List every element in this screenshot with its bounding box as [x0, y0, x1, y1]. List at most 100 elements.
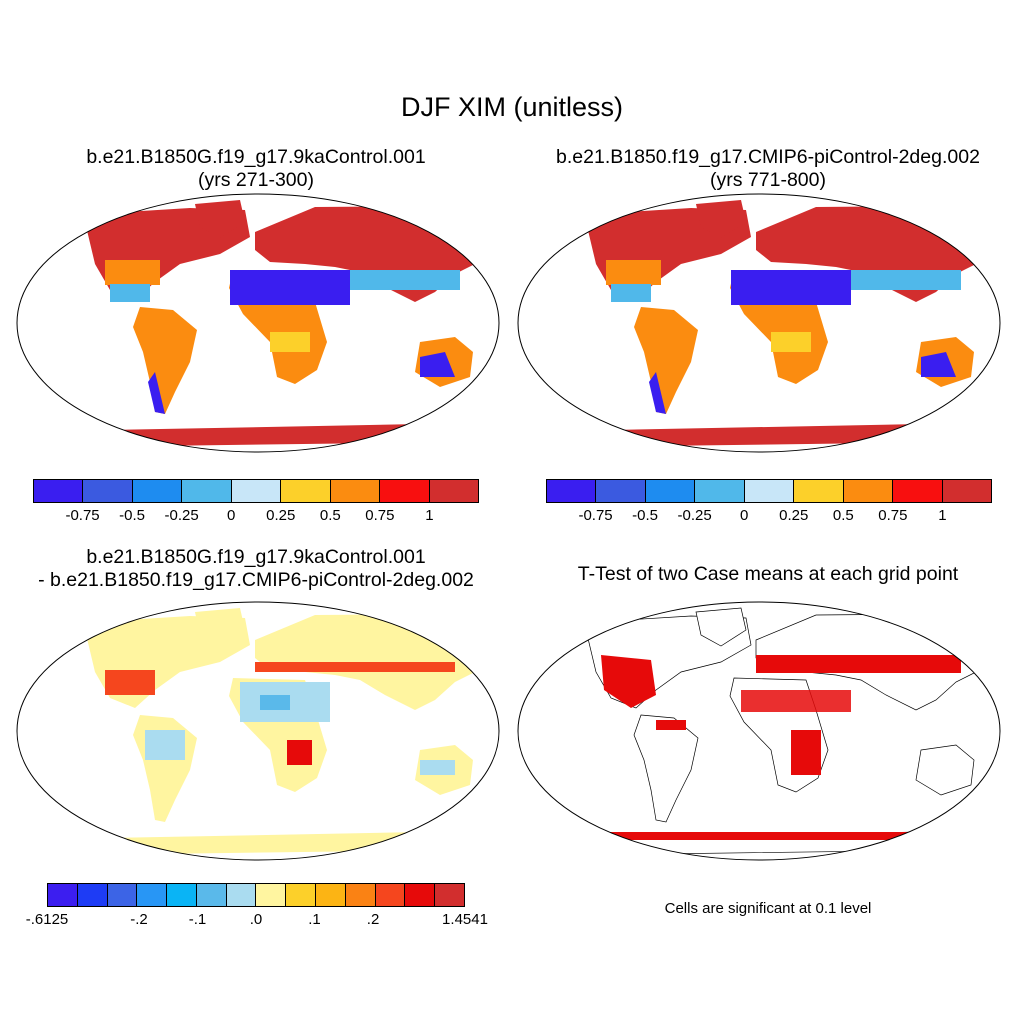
- region-greenland: [696, 200, 746, 238]
- colorbar-tick-label: .2: [366, 911, 380, 928]
- colorbar-tick-label: -.1: [188, 911, 207, 928]
- us-diff: [105, 670, 155, 695]
- colorbar-swatch: [744, 480, 795, 502]
- colorbar-tick-label: 0.5: [319, 507, 341, 524]
- region-sa: [634, 307, 698, 414]
- panel3-title: b.e21.B1850G.f19_g17.9kaControl.001 - b.…: [0, 546, 512, 592]
- colorbar-swatch: [196, 884, 227, 906]
- signif-eastafrica: [791, 730, 821, 775]
- signif-eurasia: [756, 655, 961, 673]
- colorbar-swatch: [435, 884, 464, 906]
- colorbar-swatch: [182, 480, 232, 502]
- east-africa-diff: [287, 740, 312, 765]
- panel1-colorbar: [33, 479, 479, 503]
- colorbar-swatch: [942, 480, 991, 502]
- aus-interior: [420, 352, 455, 377]
- colorbar-swatch: [231, 480, 282, 502]
- sahara-diff-core: [260, 695, 290, 710]
- colorbar-tick-label: 0.75: [878, 507, 908, 524]
- signif-southamerica: [656, 720, 686, 730]
- panel3-colorbar: [47, 883, 465, 907]
- colorbar-tick-label: 0: [740, 507, 749, 524]
- region-antarctica: [576, 424, 961, 447]
- panel2-title-line2: (yrs 771-800): [710, 169, 826, 191]
- colorbar-swatch: [330, 480, 381, 502]
- colorbar-swatch: [83, 480, 133, 502]
- significance-note: Cells are significant at 0.1 level: [664, 900, 872, 917]
- figure-title: DJF XIM (unitless): [400, 92, 624, 122]
- colorbar-swatch: [256, 884, 287, 906]
- panel3-map: [16, 601, 500, 861]
- colorbar-tick-label: 0.25: [779, 507, 809, 524]
- region-greenland: [195, 200, 245, 238]
- colorbar-tick-label: -0.75: [65, 507, 100, 524]
- panel2-map: [517, 193, 1001, 453]
- colorbar-swatch: [281, 480, 331, 502]
- colorbar-swatch: [137, 884, 168, 906]
- colorbar-swatch: [547, 480, 597, 502]
- colorbar-tick-label: 1: [425, 507, 434, 524]
- colorbar-swatch: [107, 884, 138, 906]
- colorbar-tick-label: 0.75: [365, 507, 395, 524]
- panel4-map: [517, 601, 1001, 861]
- asia-band: [851, 270, 961, 290]
- colorbar-tick-label: .1: [308, 911, 321, 928]
- colorbar-swatch: [226, 884, 257, 906]
- colorbar-swatch: [132, 480, 183, 502]
- panel1-title: b.e21.B1850G.f19_g17.9kaControl.001 (yrs…: [0, 146, 512, 192]
- colorbar-swatch: [645, 480, 696, 502]
- panel2-colorbar: [546, 479, 992, 503]
- mexico-band: [110, 284, 150, 302]
- colorbar-swatch: [77, 884, 108, 906]
- colorbar-swatch: [380, 480, 430, 502]
- region-sa: [133, 307, 197, 414]
- panel2-colorbar-ticks: -0.75 -0.5 -0.25 0 0.25 0.5 0.75 1: [546, 507, 992, 527]
- sahara-band: [230, 270, 350, 305]
- colorbar-tick-label: -0.75: [578, 507, 613, 524]
- map-outline: [16, 193, 500, 453]
- us-band: [105, 260, 160, 285]
- aus-diff: [420, 760, 455, 775]
- colorbar-swatch: [893, 480, 943, 502]
- patagonia: [649, 372, 666, 414]
- mexico-band: [611, 284, 651, 302]
- region-antarctica: [75, 424, 460, 447]
- colorbar-tick-label: -0.5: [119, 507, 146, 524]
- colorbar-tick-label: 1: [938, 507, 947, 524]
- colorbar-tick-label: -0.25: [164, 507, 199, 524]
- signif-sahel: [741, 690, 851, 712]
- colorbar-swatch: [34, 480, 84, 502]
- colorbar-swatch: [48, 884, 78, 906]
- aus-interior: [921, 352, 956, 377]
- colorbar-swatch: [794, 480, 844, 502]
- us-band: [606, 260, 661, 285]
- south-africa: [771, 332, 811, 352]
- colorbar-tick-label: 0.25: [266, 507, 296, 524]
- asia-band: [350, 270, 460, 290]
- colorbar-swatch: [167, 884, 197, 906]
- colorbar-swatch: [695, 480, 745, 502]
- panel2-title-line1: b.e21.B1850.f19_g17.CMIP6-piControl-2deg…: [556, 146, 980, 168]
- colorbar-tick-label: 0.5: [832, 507, 854, 524]
- panel1-map: [16, 193, 500, 453]
- south-africa: [270, 332, 310, 352]
- colorbar-tick-label: -0.25: [677, 507, 712, 524]
- colorbar-swatch: [596, 480, 646, 502]
- map-outline: [517, 193, 1001, 453]
- colorbar-swatch: [429, 480, 478, 502]
- panel4-title: T-Test of two Case means at each grid po…: [577, 563, 959, 585]
- map-outline: [16, 601, 500, 861]
- amazon-diff: [145, 730, 185, 760]
- region-antarctica: [75, 832, 460, 855]
- colorbar-swatch: [405, 884, 436, 906]
- colorbar-tick-label: -.2: [130, 911, 148, 928]
- patagonia: [148, 372, 165, 414]
- panel1-colorbar-ticks: -0.75 -0.5 -0.25 0 0.25 0.5 0.75 1: [33, 507, 479, 527]
- panel3-title-line1: b.e21.B1850G.f19_g17.9kaControl.001: [86, 546, 426, 568]
- eurasia-diff-band: [255, 662, 455, 672]
- region-greenland: [695, 607, 747, 647]
- colorbar-swatch: [286, 884, 317, 906]
- panel1-title-line1: b.e21.B1850G.f19_g17.9kaControl.001: [86, 146, 426, 168]
- map-outline: [517, 601, 1001, 861]
- region-aus: [915, 744, 975, 796]
